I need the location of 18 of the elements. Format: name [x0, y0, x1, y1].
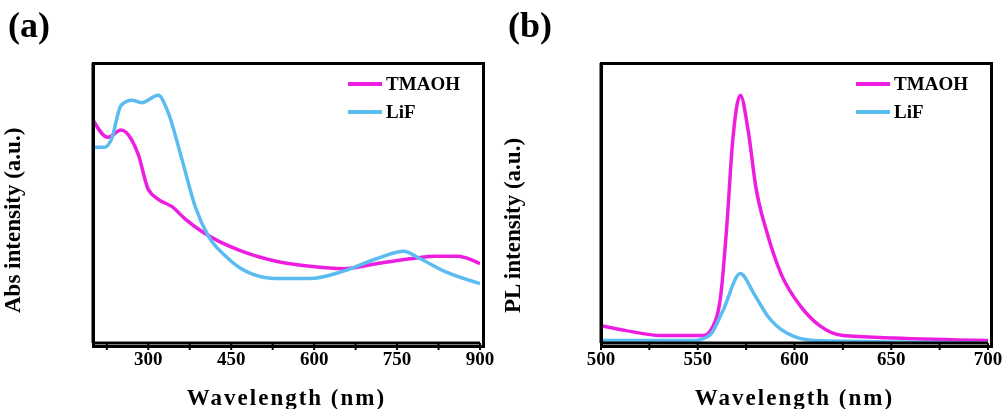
legend-label: LiF [386, 101, 416, 123]
legend-label: LiF [894, 101, 924, 123]
chart-title: (b) [508, 4, 552, 46]
x-tick-label: 600 [299, 348, 329, 370]
x-tick-label: 900 [465, 348, 495, 370]
x-tick-label: 300 [134, 348, 163, 370]
x-tick-label: 550 [683, 348, 712, 370]
legend-label: TMAOH [386, 73, 460, 95]
y-axis-title: Abs intensity (a.u.) [0, 127, 26, 313]
y-axis-title: PL intensity (a.u.) [500, 137, 526, 313]
x-tick-label: 600 [780, 348, 809, 370]
legend-label: TMAOH [894, 73, 968, 95]
x-tick-label: 700 [973, 348, 1003, 370]
x-tick-label: 750 [382, 348, 412, 370]
x-tick-label: 450 [216, 348, 246, 370]
x-tick-label: 650 [877, 348, 906, 370]
x-tick-label: 500 [586, 348, 616, 370]
chart-title: (a) [8, 4, 50, 46]
